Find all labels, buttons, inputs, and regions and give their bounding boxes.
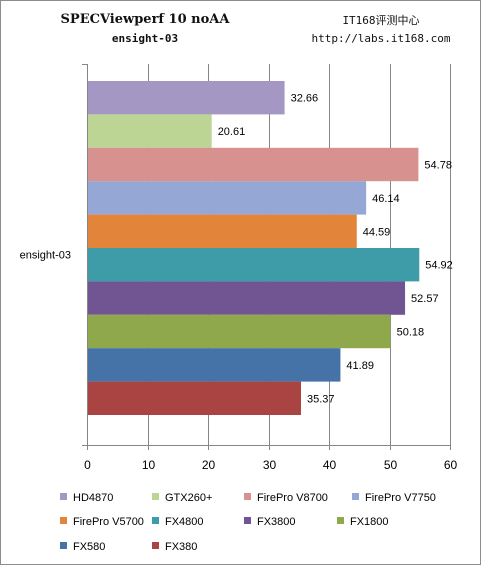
legend: HD4870 GTX260+ FirePro V8700 FirePro V7750 F…	[60, 492, 436, 553]
data-label-hd4870: 32.66	[291, 93, 319, 105]
x-tick-label-20: 20	[202, 458, 216, 472]
bar-fx1800	[87, 314, 391, 349]
data-label-firepro-v5700: 44.59	[363, 226, 391, 238]
source-name: IT168评测中心	[342, 14, 420, 27]
bar-fx380	[87, 381, 301, 415]
data-label-fx380: 35.37	[307, 393, 335, 405]
legend-swatch-fx4800	[152, 517, 159, 524]
x-tick-label-30: 30	[263, 458, 277, 472]
bar-fx3800	[87, 281, 406, 315]
legend-swatch-gtx260	[152, 493, 159, 500]
category-label: ensight-03	[20, 250, 71, 262]
legend-label-fx1800: FX1800	[350, 516, 389, 528]
bar-fx580	[87, 348, 341, 382]
legend-item-fx1800: FX1800	[337, 516, 389, 528]
data-label-fx580: 41.89	[346, 360, 374, 372]
data-label-fx3800: 52.57	[411, 293, 439, 305]
legend-item-fx4800: FX4800	[152, 516, 204, 528]
bar-firepro-v5700	[87, 214, 357, 248]
bar-hd4870	[87, 81, 285, 115]
x-tick-label-0: 0	[84, 458, 91, 472]
legend-swatch-hd4870	[60, 493, 67, 500]
bar-firepro-v8700	[87, 147, 419, 182]
legend-item-fx3800: FX3800	[244, 516, 296, 528]
bar-firepro-v7750	[87, 181, 367, 215]
bar-gtx260	[87, 114, 212, 148]
data-label-gtx260: 20.61	[218, 126, 246, 138]
legend-label-fx580: FX580	[73, 541, 105, 553]
bar-fx4800	[87, 248, 420, 282]
data-label-fx4800: 54.92	[425, 260, 453, 272]
legend-label-fx4800: FX4800	[165, 516, 204, 528]
legend-label-fx380: FX380	[165, 541, 197, 553]
legend-label-gtx260: GTX260+	[165, 492, 212, 504]
legend-swatch-firepro-v5700	[60, 517, 67, 524]
legend-label-fx3800: FX3800	[257, 516, 296, 528]
legend-item-hd4870: HD4870	[60, 492, 113, 504]
legend-swatch-fx580	[60, 542, 67, 549]
data-label-fx1800: 50.18	[397, 327, 425, 339]
legend-item-firepro-v7750: FirePro V7750	[352, 492, 436, 504]
data-labels: 32.66 20.61 54.78 46.14 44.59 54.92 52.57 50.18…	[218, 93, 453, 406]
data-label-firepro-v8700: 54.78	[424, 160, 452, 172]
source-url: http://labs.it168.com	[311, 32, 451, 45]
chart-title: SPECViewperf 10 noAA	[60, 12, 230, 27]
x-tick-label-10: 10	[142, 458, 156, 472]
x-tick-label-50: 50	[384, 458, 398, 472]
axes: 0 10 20 30 40 50 60 ensight-03	[20, 64, 458, 472]
legend-label-firepro-v7750: FirePro V7750	[365, 492, 436, 504]
x-tick-label-40: 40	[323, 458, 337, 472]
legend-swatch-fx380	[152, 542, 159, 549]
chart-subtitle: ensight-03	[111, 32, 179, 45]
legend-item-firepro-v5700: FirePro V5700	[60, 516, 144, 528]
legend-item-firepro-v8700: FirePro V8700	[244, 492, 328, 504]
legend-item-fx380: FX380	[152, 541, 197, 553]
legend-label-firepro-v8700: FirePro V8700	[257, 492, 328, 504]
legend-item-fx580: FX580	[60, 541, 105, 553]
legend-item-gtx260: GTX260+	[152, 492, 212, 504]
legend-label-hd4870: HD4870	[73, 492, 113, 504]
legend-swatch-firepro-v7750	[352, 493, 359, 500]
x-tick-label-60: 60	[444, 458, 458, 472]
data-label-firepro-v7750: 46.14	[372, 193, 400, 205]
legend-swatch-fx1800	[337, 517, 344, 524]
bars	[87, 81, 420, 415]
legend-label-firepro-v5700: FirePro V5700	[73, 516, 144, 528]
legend-swatch-firepro-v8700	[244, 493, 251, 500]
legend-swatch-fx3800	[244, 517, 251, 524]
